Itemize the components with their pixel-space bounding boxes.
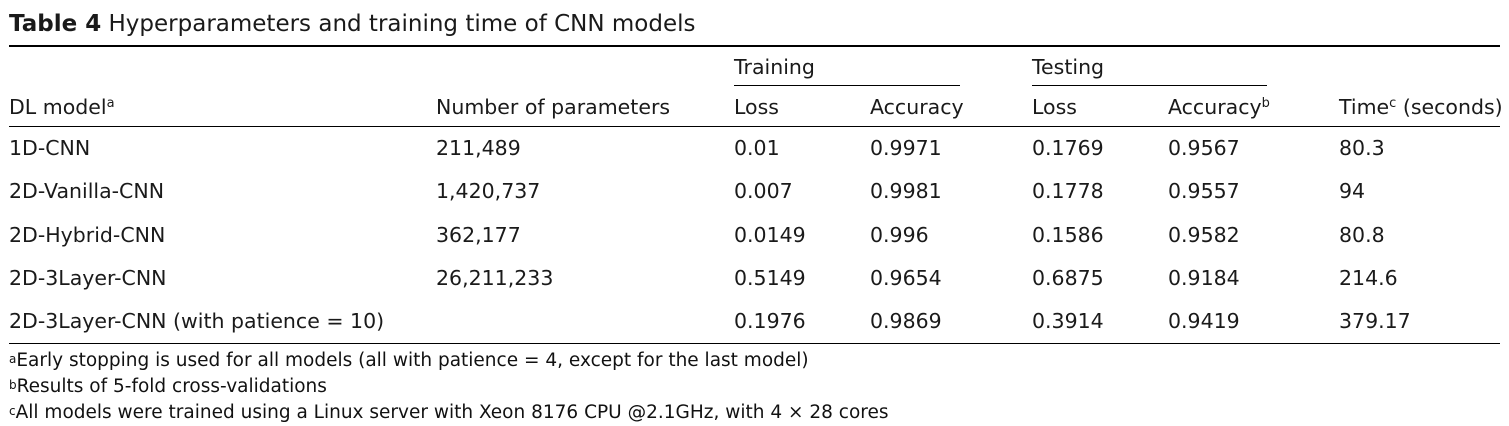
cell-test-accuracy: 0.9419 xyxy=(1168,309,1240,333)
cell-train-loss: 0.0149 xyxy=(734,223,806,247)
header-rule xyxy=(9,126,1500,127)
cell-test-accuracy: 0.9557 xyxy=(1168,179,1240,203)
cell-model: 2D-3Layer-CNN xyxy=(9,266,167,290)
cell-model: 1D-CNN xyxy=(9,136,91,160)
col-header-test-loss: Loss xyxy=(1032,95,1077,119)
col-header-train-accuracy: Accuracy xyxy=(870,95,964,119)
cell-time: 214.6 xyxy=(1339,266,1398,290)
cell-test-accuracy: 0.9567 xyxy=(1168,136,1240,160)
group-header-testing: Testing xyxy=(1032,55,1105,79)
cell-model: 2D-Vanilla-CNN xyxy=(9,179,165,203)
footnote-mark-b: b xyxy=(1261,96,1270,111)
top-rule xyxy=(9,45,1500,47)
footnote-mark: a xyxy=(9,352,17,366)
col-header-train-loss: Loss xyxy=(734,95,779,119)
col-header-test-accuracy: Accuracyb xyxy=(1168,95,1270,119)
cell-test-accuracy: 0.9582 xyxy=(1168,223,1240,247)
footnote-mark-c: c xyxy=(1389,96,1397,111)
cell-test-loss: 0.1586 xyxy=(1032,223,1104,247)
cell-test-loss: 0.6875 xyxy=(1032,266,1104,290)
cell-train-accuracy: 0.9971 xyxy=(870,136,942,160)
cell-train-loss: 0.5149 xyxy=(734,266,806,290)
table-label: Table 4 xyxy=(9,11,102,37)
cell-time: 379.17 xyxy=(1339,309,1411,333)
cell-train-loss: 0.1976 xyxy=(734,309,806,333)
training-group-underline xyxy=(734,85,960,86)
footnote-mark: c xyxy=(9,404,16,418)
col-header-time: Timec (seconds) xyxy=(1339,95,1503,119)
footnote-b: bResults of 5-fold cross-validations xyxy=(9,376,327,397)
cell-params: 26,211,233 xyxy=(436,266,554,290)
cell-test-loss: 0.1778 xyxy=(1032,179,1104,203)
footnote-a: aEarly stopping is used for all models (… xyxy=(9,350,809,371)
table-caption: Table 4 Hyperparameters and training tim… xyxy=(9,6,695,42)
cell-test-loss: 0.3914 xyxy=(1032,309,1104,333)
cell-model: 2D-3Layer-CNN (with patience = 10) xyxy=(9,309,385,333)
cell-params: 362,177 xyxy=(436,223,521,247)
cell-params: 1,420,737 xyxy=(436,179,541,203)
col-header-model: DL modela xyxy=(9,95,115,119)
cell-test-loss: 0.1769 xyxy=(1032,136,1104,160)
cell-time: 80.8 xyxy=(1339,223,1385,247)
cell-train-accuracy: 0.9981 xyxy=(870,179,942,203)
cell-train-accuracy: 0.996 xyxy=(870,223,929,247)
footnote-mark-a: a xyxy=(106,96,115,111)
footnote-c: cAll models were trained using a Linux s… xyxy=(9,402,889,423)
cell-train-accuracy: 0.9869 xyxy=(870,309,942,333)
col-header-params: Number of parameters xyxy=(436,95,671,119)
cell-params: 211,489 xyxy=(436,136,521,160)
footnote-mark: b xyxy=(9,378,17,392)
cell-train-loss: 0.01 xyxy=(734,136,780,160)
bottom-rule xyxy=(9,343,1500,344)
cell-time: 80.3 xyxy=(1339,136,1385,160)
table-title: Hyperparameters and training time of CNN… xyxy=(108,11,696,37)
cell-time: 94 xyxy=(1339,179,1366,203)
testing-group-underline xyxy=(1032,85,1267,86)
cell-test-accuracy: 0.9184 xyxy=(1168,266,1240,290)
group-header-training: Training xyxy=(734,55,815,79)
cell-model: 2D-Hybrid-CNN xyxy=(9,223,166,247)
cell-train-accuracy: 0.9654 xyxy=(870,266,942,290)
cell-train-loss: 0.007 xyxy=(734,179,793,203)
